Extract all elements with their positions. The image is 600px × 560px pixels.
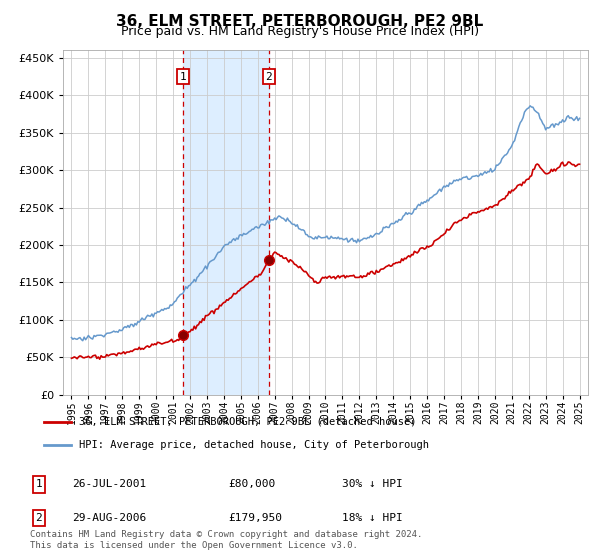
Text: Price paid vs. HM Land Registry's House Price Index (HPI): Price paid vs. HM Land Registry's House … xyxy=(121,25,479,38)
Text: 29-AUG-2006: 29-AUG-2006 xyxy=(72,513,146,523)
Text: This data is licensed under the Open Government Licence v3.0.: This data is licensed under the Open Gov… xyxy=(30,541,358,550)
Text: 2: 2 xyxy=(266,72,272,82)
Text: 18% ↓ HPI: 18% ↓ HPI xyxy=(342,513,403,523)
Text: 2: 2 xyxy=(35,513,43,523)
Text: HPI: Average price, detached house, City of Peterborough: HPI: Average price, detached house, City… xyxy=(79,440,429,450)
Text: 1: 1 xyxy=(179,72,186,82)
Text: 1: 1 xyxy=(35,479,43,489)
Text: 36, ELM STREET, PETERBOROUGH, PE2 9BL: 36, ELM STREET, PETERBOROUGH, PE2 9BL xyxy=(116,14,484,29)
Text: Contains HM Land Registry data © Crown copyright and database right 2024.: Contains HM Land Registry data © Crown c… xyxy=(30,530,422,539)
Text: £179,950: £179,950 xyxy=(228,513,282,523)
Text: 26-JUL-2001: 26-JUL-2001 xyxy=(72,479,146,489)
Text: 36, ELM STREET, PETERBOROUGH, PE2 9BL (detached house): 36, ELM STREET, PETERBOROUGH, PE2 9BL (d… xyxy=(79,417,416,427)
Bar xyxy=(183,50,269,395)
Text: 30% ↓ HPI: 30% ↓ HPI xyxy=(342,479,403,489)
Text: £80,000: £80,000 xyxy=(228,479,275,489)
